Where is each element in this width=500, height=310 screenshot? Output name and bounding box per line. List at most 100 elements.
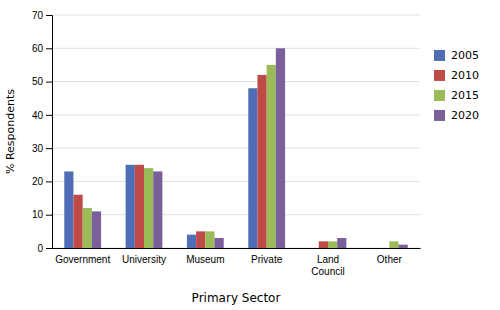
bar — [215, 238, 224, 248]
bar — [389, 241, 398, 248]
bar — [205, 231, 214, 248]
x-tick-label: Private — [251, 254, 283, 265]
bar — [64, 171, 73, 248]
y-tick-label: 50 — [32, 76, 44, 87]
plot-area: 0 10 20 30 40 50 60 70 Government University Museu… — [32, 10, 421, 277]
x-axis-line — [53, 248, 421, 249]
bar — [371, 248, 380, 249]
legend-item: 2005 — [434, 49, 479, 62]
y-tick-label: 20 — [32, 176, 44, 187]
bar — [73, 195, 82, 248]
x-tick-label: Other — [377, 254, 403, 265]
y-tick: 60 — [32, 43, 52, 54]
bar — [144, 168, 153, 248]
bar-series — [83, 65, 399, 248]
legend-item: 2010 — [434, 69, 479, 82]
x-tick: Government — [55, 254, 110, 265]
y-tick: 0 — [37, 243, 52, 254]
y-tick-mark — [46, 15, 52, 16]
x-tick: Other — [377, 254, 403, 265]
y-tick-label: 10 — [32, 209, 44, 220]
bar — [310, 248, 319, 249]
bar — [135, 165, 144, 248]
bar — [257, 75, 266, 248]
bar — [319, 241, 328, 248]
chart-svg: 0 10 20 30 40 50 60 70 Government University Museu… — [0, 0, 500, 310]
bar — [92, 211, 101, 248]
grid-line — [52, 248, 420, 249]
bar-series — [92, 48, 408, 248]
bar — [267, 65, 276, 248]
y-axis-title: % Respondents — [4, 89, 17, 174]
x-tick: University — [122, 254, 166, 265]
x-tick: Museum — [186, 254, 224, 265]
y-tick-mark — [46, 48, 52, 49]
bar — [337, 238, 346, 248]
x-tick: LandCouncil — [311, 254, 344, 277]
bar — [153, 171, 162, 248]
x-tick-label: LandCouncil — [311, 254, 344, 277]
y-tick: 10 — [32, 209, 52, 220]
y-tick-mark — [46, 248, 52, 249]
x-tick-label-line: Land — [317, 254, 339, 265]
x-tick-label-line: University — [122, 254, 166, 265]
legend-swatch — [434, 110, 445, 121]
bar — [187, 235, 196, 248]
grid-line — [52, 148, 420, 149]
x-tick-label-line: Council — [311, 266, 344, 277]
y-axis: 0 10 20 30 40 50 60 70 — [32, 10, 53, 254]
bar — [380, 248, 389, 249]
chart-container: 0 10 20 30 40 50 60 70 Government University Museu… — [0, 0, 500, 310]
legend: 2005 2010 2015 2020 — [434, 49, 479, 122]
grid-line — [52, 181, 420, 182]
grid-line — [52, 15, 420, 16]
legend-swatch — [434, 90, 445, 101]
y-tick-label: 40 — [32, 110, 44, 121]
x-tick-label-line: Private — [251, 254, 283, 265]
bar — [328, 241, 337, 248]
legend-item: 2015 — [434, 89, 479, 102]
x-tick-label: Government — [55, 254, 110, 265]
y-axis-line — [46, 16, 53, 249]
y-tick-label: 70 — [32, 10, 44, 21]
grid-line — [52, 114, 420, 115]
grid-line — [52, 81, 420, 82]
bar-series — [64, 88, 257, 248]
x-axis-title: Primary Sector — [192, 291, 281, 305]
y-tick: 50 — [32, 76, 52, 87]
y-tick: 30 — [32, 143, 52, 154]
bar — [276, 48, 285, 248]
x-tick-label: Museum — [186, 254, 224, 265]
y-tick: 70 — [32, 10, 52, 21]
grid — [52, 15, 420, 248]
y-tick-mark — [46, 215, 52, 216]
legend-swatch — [434, 70, 445, 81]
legend-swatch — [434, 50, 445, 61]
bar-series — [73, 75, 328, 248]
legend-label: 2015 — [451, 89, 479, 102]
y-tick-mark — [46, 181, 52, 182]
y-tick-mark — [46, 148, 52, 149]
x-tick-label: University — [122, 254, 166, 265]
x-tick-label-line: Other — [377, 254, 403, 265]
x-tick-label-line: Museum — [186, 254, 224, 265]
bar — [126, 165, 135, 248]
bar — [83, 208, 92, 248]
y-tick: 20 — [32, 176, 52, 187]
x-tick: Private — [251, 254, 283, 265]
bars — [64, 48, 407, 248]
grid-line — [52, 214, 420, 215]
legend-label: 2005 — [451, 49, 479, 62]
legend-item: 2020 — [434, 109, 479, 122]
grid-line — [52, 48, 420, 49]
legend-label: 2010 — [451, 69, 479, 82]
bar — [196, 231, 205, 248]
y-tick: 40 — [32, 110, 52, 121]
x-tick-label-line: Government — [55, 254, 110, 265]
y-tick-label: 30 — [32, 143, 44, 154]
y-tick-mark — [46, 115, 52, 116]
x-axis: Government University Museum Private LandCou… — [53, 249, 421, 277]
y-tick-mark — [46, 82, 52, 83]
bar — [248, 88, 257, 248]
y-tick-label: 0 — [37, 243, 43, 254]
